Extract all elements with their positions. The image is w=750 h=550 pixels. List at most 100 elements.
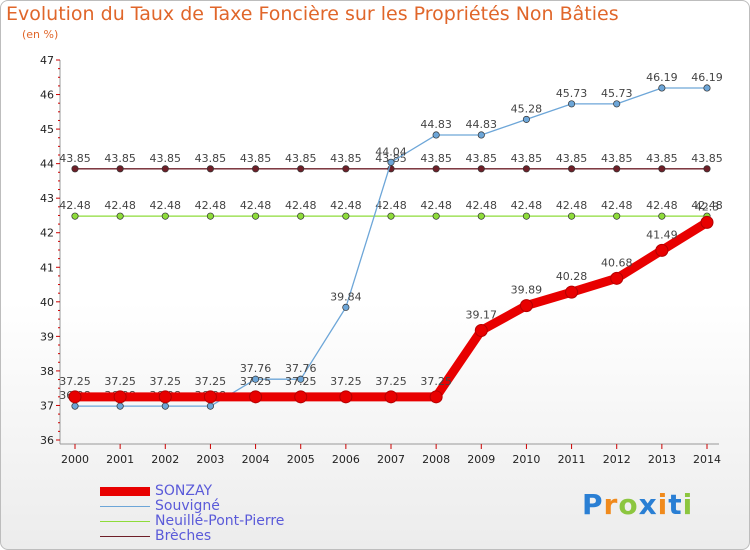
data-point <box>522 165 530 173</box>
data-label: 37.25 <box>330 375 362 388</box>
data-point <box>703 84 711 92</box>
data-point <box>252 212 260 220</box>
data-label: 37.76 <box>285 362 317 375</box>
data-point <box>432 165 440 173</box>
data-label: 45.73 <box>601 87 633 100</box>
data-label: 42.48 <box>646 199 678 212</box>
data-label: 42.48 <box>466 199 498 212</box>
data-label: 42.48 <box>330 199 362 212</box>
data-point <box>116 402 124 410</box>
logo-letter: r <box>603 488 619 521</box>
legend-item-souvigne: Souvigné <box>100 499 284 514</box>
x-tick-label: 2002 <box>151 453 179 466</box>
data-label: 43.85 <box>330 152 362 165</box>
data-point <box>658 84 666 92</box>
data-label: 39.17 <box>466 308 498 321</box>
data-label: 43.85 <box>511 152 543 165</box>
logo-letter: i <box>682 488 694 521</box>
y-tick-label: 44 <box>40 158 54 171</box>
data-point <box>206 212 214 220</box>
data-label: 37.76 <box>240 362 272 375</box>
data-point <box>568 165 576 173</box>
y-tick-label: 37 <box>40 399 54 412</box>
data-point <box>339 390 353 404</box>
data-label: 37.25 <box>104 375 136 388</box>
data-label: 44.83 <box>466 118 498 131</box>
data-label: 42.48 <box>150 199 182 212</box>
x-tick-label: 2013 <box>648 453 676 466</box>
x-tick-label: 2003 <box>196 453 224 466</box>
data-point <box>429 390 443 404</box>
x-tick-label: 2014 <box>693 453 721 466</box>
data-label: 44.83 <box>420 118 452 131</box>
logo-letter: P <box>582 488 604 521</box>
logo-letter: o <box>618 488 639 521</box>
data-point <box>161 165 169 173</box>
data-label: 43.85 <box>375 152 407 165</box>
data-label: 39.84 <box>330 290 362 303</box>
data-point <box>249 390 263 404</box>
data-point <box>568 100 576 108</box>
data-point <box>658 212 666 220</box>
data-point <box>384 390 398 404</box>
x-tick-label: 2001 <box>106 453 134 466</box>
data-label: 42.48 <box>195 199 227 212</box>
data-point <box>700 215 714 229</box>
data-label: 42.48 <box>691 199 723 212</box>
data-point <box>161 212 169 220</box>
series-line-sonzay <box>70 217 712 402</box>
legend-item-neuille: Neuillé-Pont-Pierre <box>100 514 284 529</box>
data-label: 42.3 <box>695 200 720 213</box>
data-label: 41.49 <box>646 228 678 241</box>
data-point <box>297 165 305 173</box>
chart-subtitle: (en %) <box>22 28 59 41</box>
data-label: 37.25 <box>420 375 452 388</box>
logo-letter: x <box>638 488 658 521</box>
y-tick-label: 43 <box>40 192 54 205</box>
data-label: 43.85 <box>195 152 227 165</box>
x-tick-label: 2011 <box>558 453 586 466</box>
data-point <box>342 212 350 220</box>
legend-item-breches: Brèches <box>100 529 284 544</box>
data-label: 43.85 <box>556 152 588 165</box>
data-label: 42.48 <box>511 199 543 212</box>
data-point <box>655 243 669 257</box>
data-label: 42.48 <box>601 199 633 212</box>
data-label: 42.48 <box>375 199 407 212</box>
data-label: 42.48 <box>285 199 317 212</box>
y-tick-label: 38 <box>40 365 54 378</box>
data-label: 43.85 <box>104 152 136 165</box>
x-tick-label: 2000 <box>61 453 89 466</box>
data-point <box>71 212 79 220</box>
data-point <box>432 212 440 220</box>
data-point <box>113 390 127 404</box>
y-tick-label: 41 <box>40 261 54 274</box>
data-point <box>203 390 217 404</box>
logo-letter: i <box>657 488 669 521</box>
data-label: 37.25 <box>150 375 182 388</box>
data-point <box>206 402 214 410</box>
data-point <box>474 323 488 337</box>
data-point <box>477 165 485 173</box>
data-label: 43.85 <box>285 152 317 165</box>
logo-letter: t <box>668 488 683 521</box>
legend-label: Souvigné <box>155 498 220 514</box>
data-label: 42.48 <box>556 199 588 212</box>
data-point <box>71 402 79 410</box>
data-point <box>158 390 172 404</box>
y-tick-label: 42 <box>40 227 54 240</box>
data-label: 43.85 <box>646 152 678 165</box>
data-point <box>522 212 530 220</box>
data-point <box>116 212 124 220</box>
data-point <box>658 165 666 173</box>
data-point <box>432 131 440 139</box>
data-label: 42.48 <box>240 199 272 212</box>
x-tick-label: 2006 <box>332 453 360 466</box>
legend-swatch-souvigne <box>100 506 150 507</box>
data-label: 42.48 <box>104 199 136 212</box>
legend-item-sonzay: SONZAY <box>100 484 284 499</box>
x-tick-label: 2009 <box>467 453 495 466</box>
data-label: 37.25 <box>240 375 272 388</box>
data-point <box>342 165 350 173</box>
